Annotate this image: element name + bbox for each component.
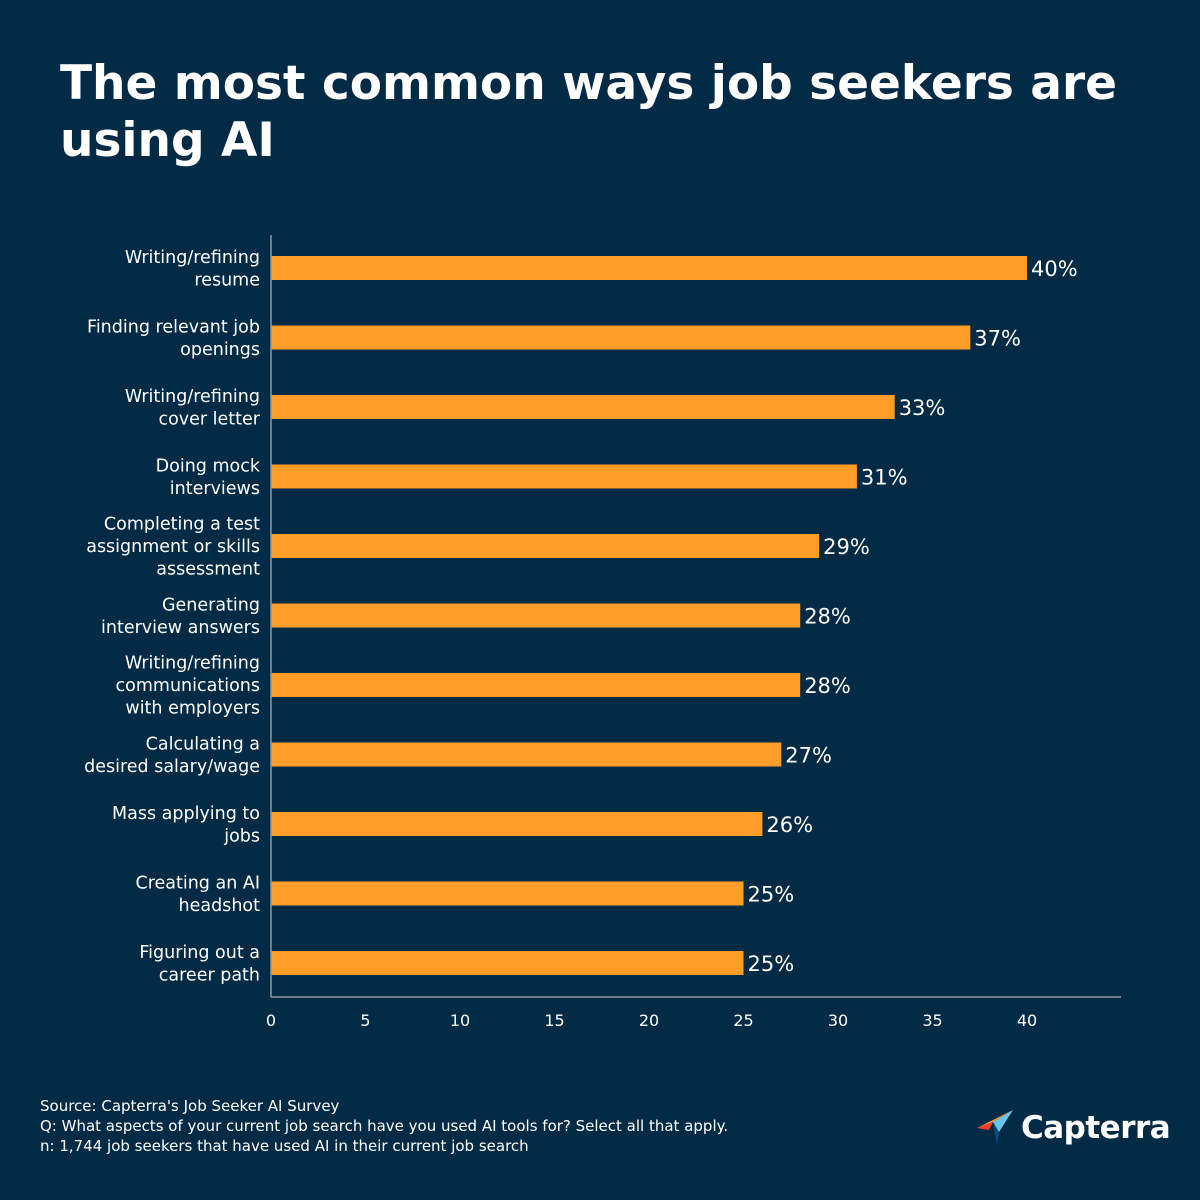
value-label-6: 28% [804,605,851,629]
x-axis: 0 5 10 15 20 25 30 35 40 [266,235,1121,1030]
bar-9 [271,812,763,836]
category-label-line: assignment or skills [86,537,260,557]
bar-7 [271,673,801,697]
capterra-arrow-icon [977,1110,1013,1146]
category-label-line: Writing/refining [125,248,260,268]
bar-5 [271,534,820,558]
value-label-1: 40% [1031,257,1078,281]
category-label-2: Finding relevant job openings [87,317,260,360]
x-tick-label-0: 0 [266,1011,276,1030]
category-label-4: Doing mock interviews [156,456,261,499]
category-label-line: assessment [156,560,260,580]
sample-note: n: 1,744 job seekers that have used AI i… [40,1137,529,1155]
category-label-line: with employers [125,699,260,719]
x-tick-label-35: 35 [922,1011,942,1030]
bar-6 [271,603,801,628]
category-label-line: Doing mock [156,456,261,476]
category-label-11: Figuring out a career path [139,943,260,986]
value-label-8: 27% [785,744,832,768]
value-label-5: 29% [823,535,870,559]
category-label-line: Creating an AI [135,873,260,893]
x-tick-label-25: 25 [733,1011,753,1030]
bar-11 [271,951,744,975]
capterra-logo: Capterra [975,1106,1171,1150]
category-label-line: Generating [162,595,260,615]
bar-10 [271,881,744,906]
category-label-line: interview answers [101,618,260,638]
category-label-9: Mass applying to jobs [112,804,260,847]
chart-title: The most common ways job seekers are usi… [60,56,1117,168]
category-label-10: Creating an AI headshot [135,873,260,916]
category-label-1: Writing/refining resume [125,248,260,291]
bar-1 [271,256,1027,280]
category-label-line: desired salary/wage [84,757,260,777]
value-label-2: 37% [974,327,1021,351]
x-tick-label-10: 10 [450,1011,470,1030]
category-label-line: interviews [170,479,260,499]
category-label-3: Writing/refining cover letter [125,387,261,430]
category-label-line: jobs [223,826,260,846]
category-label-line: career path [159,965,260,985]
value-label-7: 28% [804,674,851,698]
category-label-line: headshot [179,896,261,916]
category-label-line: resume [194,270,260,290]
category-label-line: Calculating a [146,734,260,754]
x-tick-label-15: 15 [544,1011,564,1030]
category-label-8: Calculating a desired salary/wage [84,734,260,777]
value-label-3: 33% [899,396,946,420]
bar-8 [271,742,782,767]
category-label-line: Finding relevant job [87,317,260,337]
category-label-line: Writing/refining [125,654,260,674]
logo-text: Capterra [1021,1110,1171,1146]
category-label-line: openings [180,340,260,360]
bar-4 [271,464,857,489]
x-tick-label-20: 20 [639,1011,659,1030]
bars-layer [271,256,1027,975]
category-label-line: cover letter [158,409,260,429]
category-label-line: communications [116,676,260,696]
bar-3 [271,395,895,419]
category-label-line: Completing a test [104,515,260,535]
source-note: Source: Capterra's Job Seeker AI Survey [40,1097,340,1115]
bar-2 [271,325,971,350]
category-label-line: Figuring out a [139,943,260,963]
value-label-9: 26% [766,813,813,837]
question-note: Q: What aspects of your current job sear… [40,1117,729,1135]
category-label-6: Generating interview answers [101,595,260,638]
value-label-4: 31% [861,466,908,490]
value-label-10: 25% [748,883,795,907]
value-label-11: 25% [748,952,795,976]
x-tick-label-40: 40 [1017,1011,1037,1030]
category-label-line: Mass applying to [112,804,260,824]
x-tick-label-30: 30 [828,1011,848,1030]
footer-notes: Source: Capterra's Job Seeker AI Survey … [40,1096,728,1156]
category-label-line: Writing/refining [125,387,260,407]
x-tick-label-5: 5 [360,1011,370,1030]
value-labels-layer: 40% 37% 33% 31% 29% 28% 28% 27% 26% 25% 25% [748,257,1078,976]
category-label-5: Completing a test assignment or skills ass… [86,515,260,580]
category-label-7: Writing/refining communications with emplo… [116,654,260,719]
